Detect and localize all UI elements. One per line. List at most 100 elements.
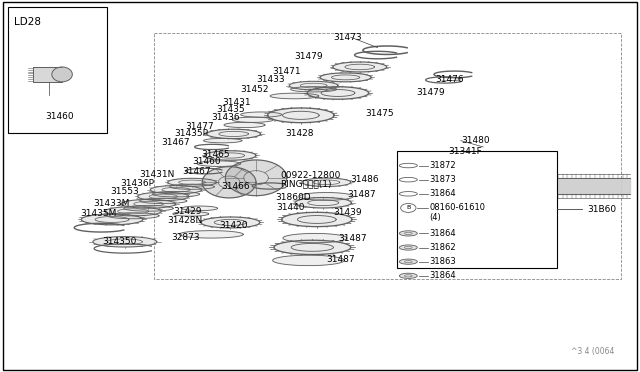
Polygon shape	[307, 87, 369, 99]
Text: 31431: 31431	[223, 98, 252, 107]
Polygon shape	[274, 240, 351, 254]
Polygon shape	[320, 73, 371, 82]
Ellipse shape	[52, 67, 72, 82]
Polygon shape	[300, 193, 353, 200]
Text: 31467: 31467	[182, 167, 211, 176]
Text: 31460: 31460	[45, 112, 74, 121]
Text: 31864: 31864	[429, 189, 456, 198]
Text: 31420: 31420	[219, 221, 248, 230]
Text: 31473: 31473	[333, 33, 362, 42]
Text: 31553: 31553	[110, 187, 139, 196]
Text: 31862: 31862	[429, 243, 456, 252]
Polygon shape	[173, 212, 209, 216]
Ellipse shape	[399, 245, 417, 250]
Text: RINGリング(1): RINGリング(1)	[280, 180, 332, 189]
Polygon shape	[138, 192, 189, 201]
Text: B: B	[406, 205, 410, 211]
Polygon shape	[124, 205, 173, 211]
Text: 31431N: 31431N	[140, 170, 175, 179]
Text: 31341F: 31341F	[448, 147, 482, 156]
Text: 31436P: 31436P	[120, 179, 154, 188]
Polygon shape	[168, 178, 216, 186]
Text: 31428: 31428	[285, 129, 314, 138]
Text: 31479: 31479	[416, 88, 445, 97]
Text: 31864: 31864	[429, 271, 456, 280]
Polygon shape	[225, 160, 287, 196]
Polygon shape	[204, 138, 242, 143]
Ellipse shape	[399, 231, 417, 236]
Text: 31436: 31436	[211, 113, 240, 122]
Ellipse shape	[399, 259, 417, 264]
Text: ^3 4 (0064: ^3 4 (0064	[571, 347, 614, 356]
Text: 31467: 31467	[161, 138, 190, 147]
Polygon shape	[197, 161, 241, 166]
Polygon shape	[201, 217, 260, 228]
Polygon shape	[179, 231, 243, 238]
Polygon shape	[283, 234, 347, 243]
Text: 31B60: 31B60	[588, 205, 617, 214]
Text: 31487: 31487	[338, 234, 367, 243]
Text: 31440: 31440	[276, 203, 305, 212]
Text: 31480: 31480	[461, 136, 490, 145]
Polygon shape	[150, 186, 202, 194]
Text: 31873: 31873	[429, 175, 456, 184]
Text: LD28: LD28	[14, 17, 41, 27]
Text: 31452: 31452	[240, 85, 269, 94]
Polygon shape	[152, 192, 200, 197]
Polygon shape	[241, 112, 282, 117]
Text: (4): (4)	[429, 213, 441, 222]
Text: 31860D: 31860D	[275, 193, 311, 202]
Polygon shape	[291, 87, 337, 92]
Text: 31487: 31487	[326, 255, 355, 264]
Polygon shape	[224, 122, 265, 128]
Polygon shape	[232, 117, 273, 122]
Ellipse shape	[399, 273, 417, 278]
Bar	[154, 33, 621, 279]
Text: 31487: 31487	[347, 190, 376, 199]
Text: 31475: 31475	[365, 109, 394, 118]
Polygon shape	[207, 129, 260, 139]
Polygon shape	[273, 255, 344, 266]
Text: 31429: 31429	[173, 207, 202, 216]
Text: 31435: 31435	[216, 105, 245, 114]
Bar	[33, 67, 62, 82]
Polygon shape	[289, 81, 338, 90]
Polygon shape	[205, 151, 256, 160]
Text: 31486: 31486	[351, 175, 380, 184]
Text: 31864: 31864	[429, 229, 456, 238]
Text: 31479: 31479	[294, 52, 323, 61]
Polygon shape	[270, 93, 319, 99]
Bar	[397, 151, 557, 268]
Polygon shape	[333, 62, 387, 72]
Text: 31439: 31439	[333, 208, 362, 217]
Polygon shape	[93, 237, 157, 247]
Polygon shape	[140, 198, 187, 203]
Text: 00922-12800: 00922-12800	[280, 171, 340, 180]
Text: 31476: 31476	[435, 76, 464, 84]
Polygon shape	[295, 198, 351, 208]
Bar	[8, 7, 107, 133]
Polygon shape	[105, 207, 161, 216]
Text: 31471: 31471	[272, 67, 301, 76]
Polygon shape	[302, 178, 351, 186]
Text: 31435M: 31435M	[80, 209, 116, 218]
Polygon shape	[108, 213, 159, 219]
Text: 31872: 31872	[429, 161, 456, 170]
Polygon shape	[182, 206, 218, 211]
Text: 31428N: 31428N	[168, 216, 203, 225]
Polygon shape	[81, 214, 143, 225]
Text: 31433M: 31433M	[93, 199, 129, 208]
Polygon shape	[282, 212, 352, 227]
Text: 31435P: 31435P	[174, 129, 208, 138]
Text: 32873: 32873	[172, 233, 200, 242]
Text: 31863: 31863	[429, 257, 456, 266]
Polygon shape	[122, 199, 175, 208]
Polygon shape	[268, 108, 334, 123]
Text: 31477: 31477	[186, 122, 214, 131]
Text: 31465: 31465	[202, 150, 230, 159]
Polygon shape	[170, 184, 214, 189]
Text: 31466: 31466	[221, 182, 250, 191]
Text: 31460: 31460	[192, 157, 221, 166]
Polygon shape	[202, 167, 256, 198]
Text: 08160-61610: 08160-61610	[429, 203, 486, 212]
